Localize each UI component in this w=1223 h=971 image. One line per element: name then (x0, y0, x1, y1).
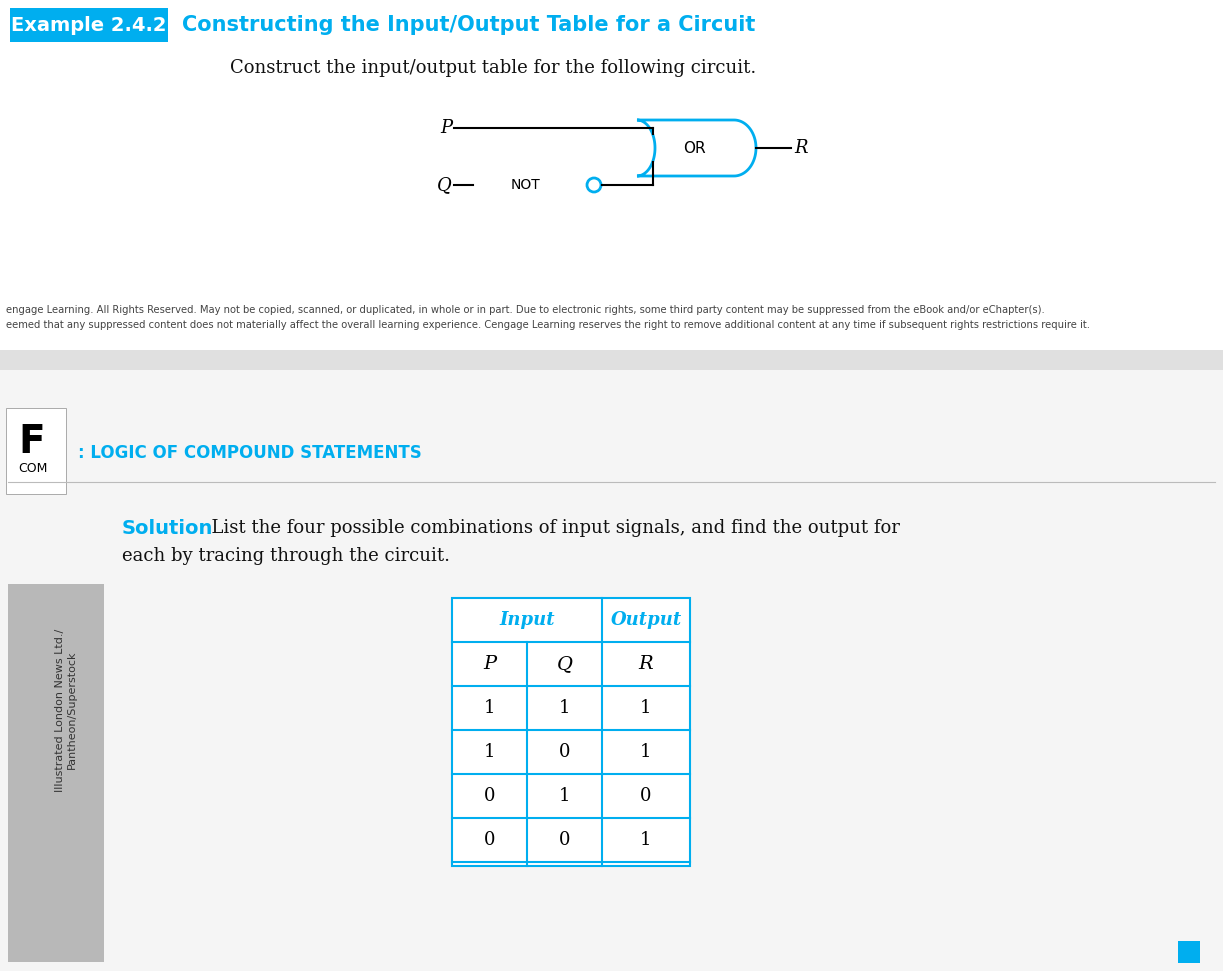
Text: Illustrated London News Ltd./: Illustrated London News Ltd./ (55, 628, 65, 791)
Text: : LOGIC OF COMPOUND STATEMENTS: : LOGIC OF COMPOUND STATEMENTS (78, 444, 422, 462)
FancyBboxPatch shape (9, 584, 104, 962)
Text: OR: OR (684, 141, 706, 155)
Text: Pantheon/Superstock: Pantheon/Superstock (67, 651, 77, 769)
FancyBboxPatch shape (6, 408, 66, 494)
FancyBboxPatch shape (0, 350, 1223, 370)
Text: 0: 0 (641, 787, 652, 805)
Text: Example 2.4.2: Example 2.4.2 (11, 16, 166, 35)
Text: Q: Q (438, 176, 453, 194)
Text: eemed that any suppressed content does not materially affect the overall learnin: eemed that any suppressed content does n… (6, 320, 1090, 330)
Text: 1: 1 (484, 699, 495, 717)
Text: 1: 1 (641, 831, 652, 849)
Text: R: R (794, 139, 807, 157)
Text: 1: 1 (641, 699, 652, 717)
Text: Output: Output (610, 611, 681, 629)
FancyBboxPatch shape (1178, 941, 1200, 963)
Text: P: P (483, 655, 497, 673)
Text: Constructing the Input/Output Table for a Circuit: Constructing the Input/Output Table for … (182, 15, 756, 35)
Text: 1: 1 (559, 787, 570, 805)
Text: each by tracing through the circuit.: each by tracing through the circuit. (122, 547, 450, 565)
Text: Solution: Solution (122, 519, 213, 538)
Text: 0: 0 (484, 831, 495, 849)
Text: 0: 0 (484, 787, 495, 805)
Text: F: F (18, 423, 44, 461)
FancyBboxPatch shape (0, 370, 1223, 971)
Text: COM: COM (18, 461, 48, 475)
Text: Construct the input/output table for the following circuit.: Construct the input/output table for the… (230, 59, 756, 77)
FancyBboxPatch shape (453, 598, 690, 866)
Text: 1: 1 (641, 743, 652, 761)
FancyBboxPatch shape (10, 8, 168, 42)
Polygon shape (637, 120, 756, 176)
Polygon shape (473, 758, 585, 814)
Text: 1: 1 (484, 743, 495, 761)
Text: Q: Q (556, 655, 572, 673)
Text: 1: 1 (559, 699, 570, 717)
Text: P: P (440, 119, 453, 137)
Text: engage Learning. All Rights Reserved. May not be copied, scanned, or duplicated,: engage Learning. All Rights Reserved. Ma… (6, 305, 1044, 315)
Text: NOT: NOT (511, 178, 541, 192)
Text: List the four possible combinations of input signals, and find the output for: List the four possible combinations of i… (201, 519, 900, 537)
Text: 0: 0 (559, 743, 570, 761)
Text: 0: 0 (559, 831, 570, 849)
Text: Input: Input (499, 611, 555, 629)
Text: R: R (638, 655, 653, 673)
Circle shape (587, 178, 600, 192)
